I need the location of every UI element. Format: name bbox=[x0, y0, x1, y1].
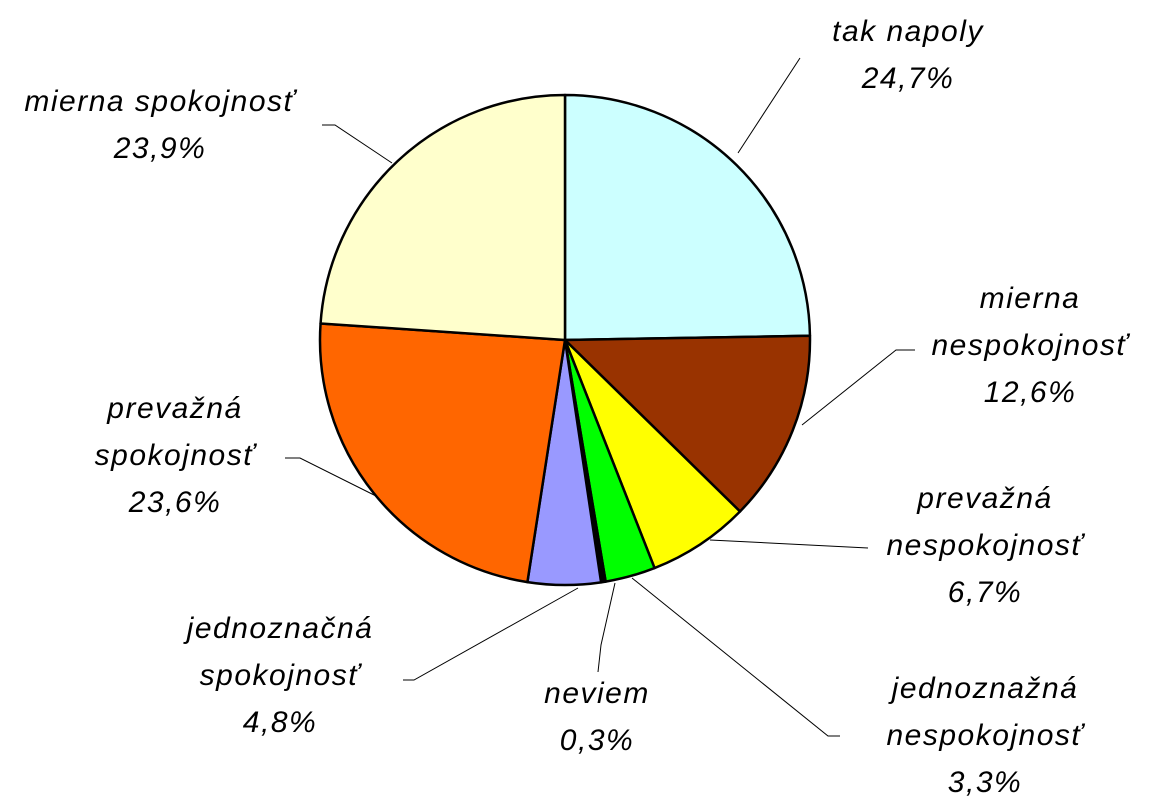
slice-label: prevažná nespokojnosť 6,7% bbox=[870, 475, 1100, 616]
slice-value: 12,6% bbox=[983, 376, 1077, 409]
slice-name: jednoznačná spokojnosť bbox=[186, 612, 374, 692]
leader-line bbox=[597, 582, 616, 673]
leader-line bbox=[631, 577, 840, 737]
slice-name: prevažná nespokojnosť bbox=[886, 482, 1084, 562]
slice-label: mierna spokojnosť 23,9% bbox=[0, 78, 330, 172]
leader-line bbox=[737, 57, 801, 154]
slice-name: prevažná spokojnosť bbox=[94, 392, 256, 472]
leader-line bbox=[801, 349, 915, 426]
slice-name: neviem bbox=[544, 677, 650, 710]
slice-label: prevažná spokojnosť 23,6% bbox=[60, 385, 290, 526]
leader-line bbox=[322, 124, 393, 164]
pie-slice bbox=[563, 334, 812, 513]
slice-label: jednoznačná spokojnosť 4,8% bbox=[150, 605, 410, 746]
slice-name: tak napoly bbox=[832, 15, 984, 48]
slice-name: mierna spokojnosť bbox=[24, 85, 296, 118]
slice-value: 24,7% bbox=[861, 62, 955, 95]
slice-label: jednoznažná nespokojnosť 3,3% bbox=[855, 665, 1115, 806]
leader-line bbox=[285, 457, 381, 499]
pie-slice bbox=[563, 93, 812, 342]
leader-line bbox=[403, 587, 579, 681]
slice-value: 4,8% bbox=[242, 706, 318, 739]
slice-value: 23,6% bbox=[128, 486, 222, 519]
slice-value: 3,3% bbox=[947, 766, 1023, 799]
leader-line bbox=[709, 539, 869, 549]
slice-label: neviem 0,3% bbox=[497, 670, 697, 764]
leader-lines bbox=[285, 57, 915, 737]
slice-value: 0,3% bbox=[559, 724, 635, 757]
slice-value: 23,9% bbox=[113, 132, 207, 165]
slice-label: tak napoly 24,7% bbox=[778, 8, 1038, 102]
pie-slice bbox=[318, 322, 567, 584]
pie bbox=[318, 93, 812, 587]
slice-name: jednoznažná nespokojnosť bbox=[886, 672, 1084, 752]
slice-name: mierna nespokojnosť bbox=[931, 282, 1129, 362]
slice-label: mierna nespokojnosť 12,6% bbox=[915, 275, 1145, 416]
slice-value: 6,7% bbox=[947, 576, 1023, 609]
pie-slice bbox=[319, 93, 567, 342]
